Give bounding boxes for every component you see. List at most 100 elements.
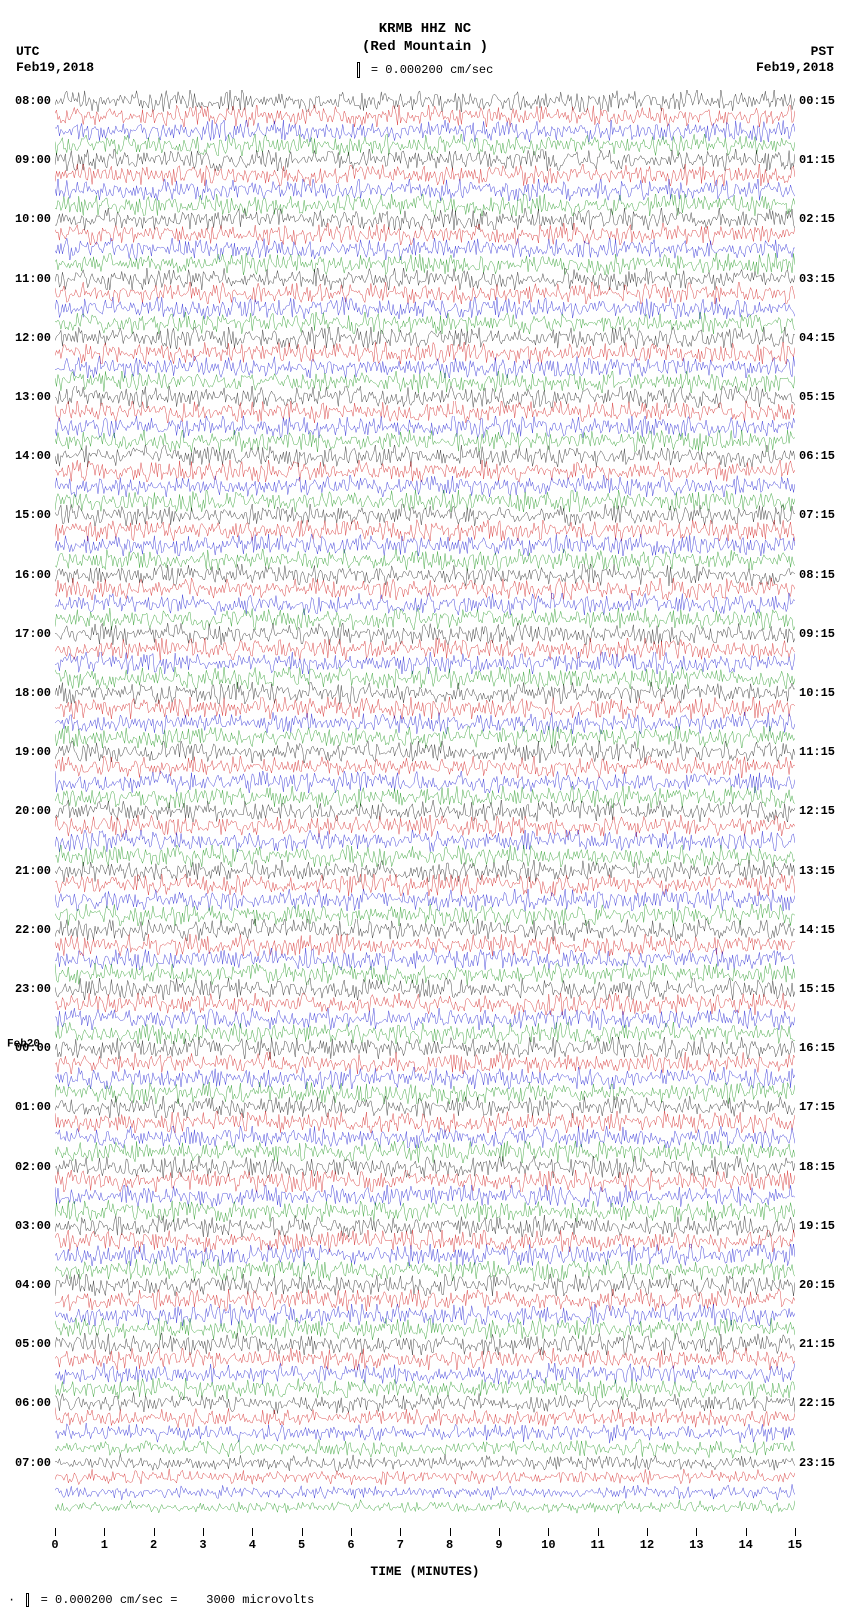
x-tick (55, 1528, 56, 1536)
x-axis: 0123456789101112131415 (55, 1528, 795, 1558)
pst-time-label: 15:15 (799, 982, 843, 996)
scale-indicator: = 0.000200 cm/sec (0, 62, 850, 78)
seismogram-plot: 08:0000:1509:0001:1510:0002:1511:0003:15… (55, 90, 795, 1523)
scale-bar-icon (357, 62, 360, 78)
scale-text: = 0.000200 cm/sec (371, 63, 493, 77)
pst-time-label: 21:15 (799, 1337, 843, 1351)
utc-time-label: 03:00 (7, 1219, 51, 1233)
utc-time-label: 14:00 (7, 449, 51, 463)
footer-text-left: = 0.000200 cm/sec = (41, 1593, 178, 1607)
pst-time-label: 14:15 (799, 923, 843, 937)
footer-scale: · = 0.000200 cm/sec = 3000 microvolts (8, 1593, 314, 1607)
pst-time-label: 13:15 (799, 864, 843, 878)
pst-time-label: 12:15 (799, 804, 843, 818)
pst-time-label: 23:15 (799, 1456, 843, 1470)
utc-time-label: 02:00 (7, 1160, 51, 1174)
footer-bar-icon (26, 1593, 29, 1607)
x-tick-label: 13 (689, 1538, 703, 1552)
x-tick-label: 8 (446, 1538, 453, 1552)
utc-time-label: 16:00 (7, 568, 51, 582)
utc-time-label: 15:00 (7, 508, 51, 522)
pst-time-label: 17:15 (799, 1100, 843, 1114)
x-tick-label: 6 (347, 1538, 354, 1552)
pst-time-label: 18:15 (799, 1160, 843, 1174)
utc-time-label: 10:00 (7, 212, 51, 226)
utc-time-label: 01:00 (7, 1100, 51, 1114)
tz-right-label: PST (811, 44, 834, 59)
x-tick (598, 1528, 599, 1536)
location-line: (Red Mountain ) (0, 38, 850, 56)
pst-time-label: 02:15 (799, 212, 843, 226)
utc-time-label: 20:00 (7, 804, 51, 818)
pst-time-label: 05:15 (799, 390, 843, 404)
pst-time-label: 19:15 (799, 1219, 843, 1233)
seismogram-page: KRMB HHZ NC (Red Mountain ) = 0.000200 c… (0, 0, 850, 1613)
utc-time-label: 05:00 (7, 1337, 51, 1351)
utc-time-label: 06:00 (7, 1396, 51, 1410)
x-tick (795, 1528, 796, 1536)
footer-text-right: 3000 microvolts (206, 1593, 314, 1607)
pst-time-label: 10:15 (799, 686, 843, 700)
utc-time-label: 00:00 (7, 1041, 51, 1055)
utc-time-label: 09:00 (7, 153, 51, 167)
utc-time-label: 12:00 (7, 331, 51, 345)
x-tick-label: 3 (199, 1538, 206, 1552)
pst-time-label: 07:15 (799, 508, 843, 522)
pst-time-label: 09:15 (799, 627, 843, 641)
footer-dot: · (8, 1593, 15, 1607)
x-tick (450, 1528, 451, 1536)
utc-time-label: 22:00 (7, 923, 51, 937)
pst-time-label: 20:15 (799, 1278, 843, 1292)
x-tick (351, 1528, 352, 1536)
x-tick-label: 1 (101, 1538, 108, 1552)
pst-time-label: 16:15 (799, 1041, 843, 1055)
x-tick-label: 12 (640, 1538, 654, 1552)
utc-time-label: 17:00 (7, 627, 51, 641)
x-tick (647, 1528, 648, 1536)
x-tick-label: 11 (590, 1538, 604, 1552)
x-tick (746, 1528, 747, 1536)
x-tick (104, 1528, 105, 1536)
x-tick (696, 1528, 697, 1536)
x-tick-label: 14 (738, 1538, 752, 1552)
title-block: KRMB HHZ NC (Red Mountain ) (0, 20, 850, 56)
utc-time-label: 13:00 (7, 390, 51, 404)
pst-time-label: 22:15 (799, 1396, 843, 1410)
utc-time-label: 23:00 (7, 982, 51, 996)
pst-time-label: 11:15 (799, 745, 843, 759)
pst-time-label: 03:15 (799, 272, 843, 286)
x-tick-label: 9 (495, 1538, 502, 1552)
x-tick (548, 1528, 549, 1536)
utc-time-label: 04:00 (7, 1278, 51, 1292)
x-tick (302, 1528, 303, 1536)
x-tick-label: 4 (249, 1538, 256, 1552)
x-tick (252, 1528, 253, 1536)
x-tick (203, 1528, 204, 1536)
x-tick-label: 5 (298, 1538, 305, 1552)
pst-time-label: 01:15 (799, 153, 843, 167)
pst-time-label: 08:15 (799, 568, 843, 582)
utc-time-label: 08:00 (7, 94, 51, 108)
date-left-label: Feb19,2018 (16, 60, 94, 75)
x-axis-title: TIME (MINUTES) (0, 1564, 850, 1579)
utc-time-label: 19:00 (7, 745, 51, 759)
x-tick-label: 10 (541, 1538, 555, 1552)
pst-time-label: 06:15 (799, 449, 843, 463)
pst-time-label: 04:15 (799, 331, 843, 345)
x-tick (400, 1528, 401, 1536)
date-right-label: Feb19,2018 (756, 60, 834, 75)
trace-row (55, 1496, 795, 1518)
utc-time-label: 18:00 (7, 686, 51, 700)
utc-time-label: 07:00 (7, 1456, 51, 1470)
utc-time-label: 21:00 (7, 864, 51, 878)
x-tick (154, 1528, 155, 1536)
x-tick-label: 7 (397, 1538, 404, 1552)
station-line: KRMB HHZ NC (0, 20, 850, 38)
x-tick-label: 15 (788, 1538, 802, 1552)
x-tick (499, 1528, 500, 1536)
x-tick-label: 2 (150, 1538, 157, 1552)
utc-time-label: 11:00 (7, 272, 51, 286)
pst-time-label: 00:15 (799, 94, 843, 108)
tz-left-label: UTC (16, 44, 39, 59)
x-tick-label: 0 (51, 1538, 58, 1552)
